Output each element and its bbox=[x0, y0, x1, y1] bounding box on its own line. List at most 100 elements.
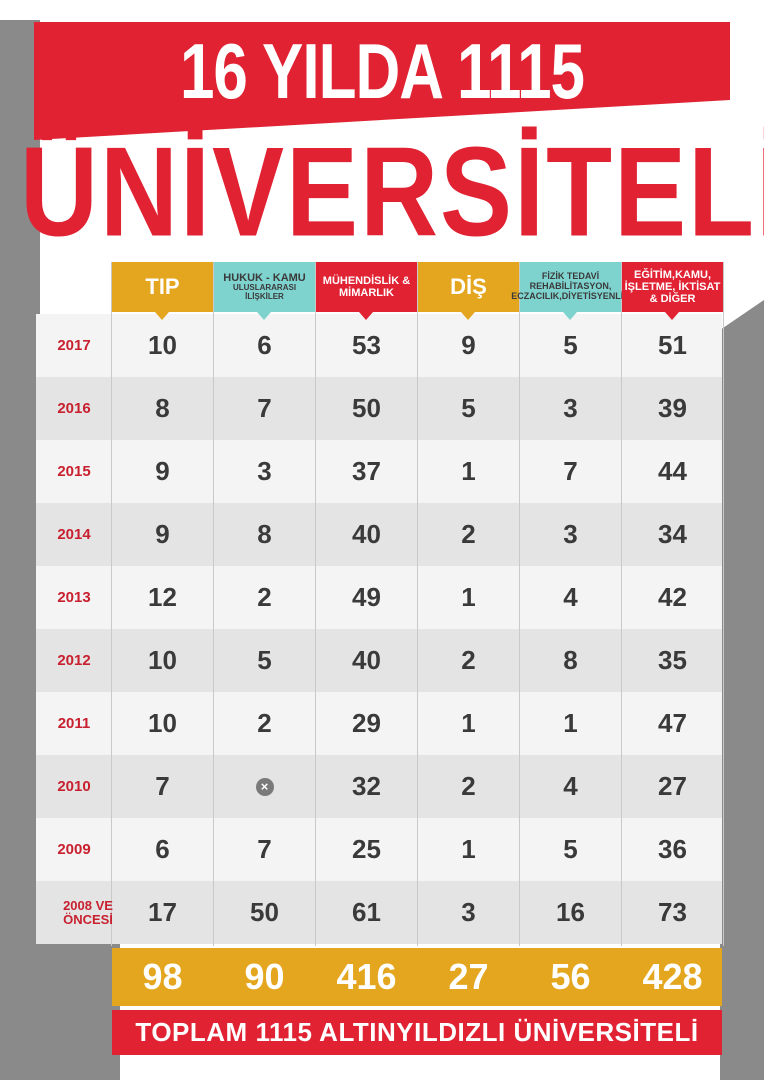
column-header: DİŞ bbox=[418, 262, 519, 312]
column-header: FİZİK TEDAVİ REHABİLİTASYON, ECZACILIK,D… bbox=[511, 262, 630, 312]
column-header-sublabel: ULUSLARARASI İLİŞKİLER bbox=[232, 283, 297, 302]
table-cell: 2 bbox=[461, 519, 476, 549]
table-cell: 10 bbox=[148, 330, 177, 360]
total-value: 27 bbox=[448, 956, 489, 997]
table-cell: 5 bbox=[461, 393, 476, 423]
column-divider bbox=[621, 262, 622, 946]
table-cell: 36 bbox=[658, 834, 687, 864]
table-cell: 42 bbox=[658, 582, 687, 612]
column-divider bbox=[417, 262, 418, 946]
table-row bbox=[36, 503, 722, 566]
table-cell: 1 bbox=[461, 456, 476, 486]
table-cell: 10 bbox=[148, 708, 177, 738]
table-cell: 51 bbox=[658, 330, 687, 360]
total-value: 56 bbox=[550, 956, 591, 997]
table-cell: 9 bbox=[155, 519, 170, 549]
table-cell: 47 bbox=[658, 708, 687, 738]
column-header-label: DİŞ bbox=[450, 273, 487, 299]
table-cell: 1 bbox=[563, 708, 578, 738]
column-header: EĞİTİM,KAMU, İŞLETME, İKTİSAT & DİĞER bbox=[622, 262, 723, 312]
year-label: 2014 bbox=[57, 525, 91, 543]
table-cell: 32 bbox=[352, 771, 381, 801]
table-cell: 1 bbox=[461, 708, 476, 738]
table-cell: 5 bbox=[563, 834, 578, 864]
table-cell: 29 bbox=[352, 708, 381, 738]
table-cell: 35 bbox=[658, 645, 687, 675]
table-row bbox=[36, 440, 722, 503]
table-cell: 37 bbox=[352, 456, 381, 486]
title-line-2: ÜNİVERSİTELİ bbox=[20, 119, 764, 263]
column-header-label: HUKUK - KAMU bbox=[223, 272, 306, 285]
table-cell: 17 bbox=[148, 897, 177, 927]
totals-band bbox=[112, 948, 722, 1006]
year-label: 2017 bbox=[57, 336, 91, 354]
column-header-label: EĞİTİM,KAMU, İŞLETME, İKTİSAT & DİĞER bbox=[624, 268, 721, 306]
table-cell: 4 bbox=[563, 582, 578, 612]
table-cell: 8 bbox=[563, 645, 578, 675]
header-pointer bbox=[461, 312, 475, 320]
table-cell: 7 bbox=[257, 393, 272, 423]
table-cell: 25 bbox=[352, 834, 381, 864]
table-row bbox=[36, 377, 722, 440]
table-cell: 9 bbox=[461, 330, 476, 360]
column-divider bbox=[315, 262, 316, 946]
table-cell: 16 bbox=[556, 897, 585, 927]
table-cell: 8 bbox=[155, 393, 170, 423]
table-cell: 10 bbox=[148, 645, 177, 675]
table-cell: 3 bbox=[257, 456, 272, 486]
table-cell: 1 bbox=[461, 834, 476, 864]
year-label: 2012 bbox=[57, 651, 91, 669]
footer-banner: TOPLAM 1115 ALTINYILDIZLI ÜNİVERSİTELİ bbox=[112, 1010, 722, 1055]
table-cell: 50 bbox=[352, 393, 381, 423]
table-row bbox=[36, 881, 722, 944]
table-cell: 6 bbox=[257, 330, 272, 360]
column-header-label: FİZİK TEDAVİ REHABİLİTASYON, ECZACILIK,D… bbox=[511, 271, 630, 301]
header-pointer bbox=[665, 312, 679, 320]
table-cell: 12 bbox=[148, 582, 177, 612]
table-cell: 6 bbox=[155, 834, 170, 864]
table-cell: 34 bbox=[658, 519, 687, 549]
table-cell: 7 bbox=[257, 834, 272, 864]
column-header-label: MÜHENDİSLİK & MİMARLIK bbox=[322, 274, 411, 299]
title-line-1: 16 YILDA 1115 ALTINYILDIZLI bbox=[173, 29, 591, 205]
column-header: MÜHENDİSLİK & MİMARLIK bbox=[316, 262, 417, 312]
year-label: 2009 bbox=[57, 840, 91, 858]
none-icon: × bbox=[214, 755, 315, 818]
column-header: TIP bbox=[112, 262, 213, 312]
column-header: HUKUK - KAMU ULUSLARARASI İLİŞKİLER bbox=[214, 262, 315, 312]
table-cell: 73 bbox=[658, 897, 687, 927]
table-cell: 44 bbox=[658, 456, 687, 486]
total-value: 90 bbox=[244, 956, 285, 997]
table-cell: 2 bbox=[461, 645, 476, 675]
table-cell: 3 bbox=[461, 897, 476, 927]
year-label: 2010 bbox=[57, 777, 91, 795]
table-row bbox=[36, 692, 722, 755]
column-divider bbox=[213, 262, 214, 946]
table-cell: 27 bbox=[658, 771, 687, 801]
year-label: 2016 bbox=[57, 399, 91, 417]
table-row bbox=[36, 818, 722, 881]
table-row bbox=[36, 755, 722, 818]
year-label: 2011 bbox=[57, 714, 91, 732]
table-cell: 4 bbox=[563, 771, 578, 801]
table-cell: 40 bbox=[352, 645, 381, 675]
header-pointer bbox=[563, 312, 577, 320]
table-cell: 5 bbox=[563, 330, 578, 360]
total-value: 428 bbox=[642, 956, 703, 997]
table-cell: 53 bbox=[352, 330, 381, 360]
table-cell: 3 bbox=[563, 519, 578, 549]
table-row bbox=[36, 629, 722, 692]
table-cell: 5 bbox=[257, 645, 272, 675]
year-label: 2008 VE ÖNCESİ bbox=[63, 897, 113, 927]
table-cell: 7 bbox=[155, 771, 170, 801]
header-pointer bbox=[359, 312, 373, 320]
table-cell: 8 bbox=[257, 519, 272, 549]
x-circle-icon: × bbox=[255, 777, 274, 796]
table-cell: 2 bbox=[257, 708, 272, 738]
header-pointer bbox=[257, 312, 271, 320]
table-cell: 9 bbox=[155, 456, 170, 486]
column-divider bbox=[519, 262, 520, 946]
table-cell: 50 bbox=[250, 897, 279, 927]
table-row bbox=[36, 314, 722, 377]
table-cell: 3 bbox=[563, 393, 578, 423]
